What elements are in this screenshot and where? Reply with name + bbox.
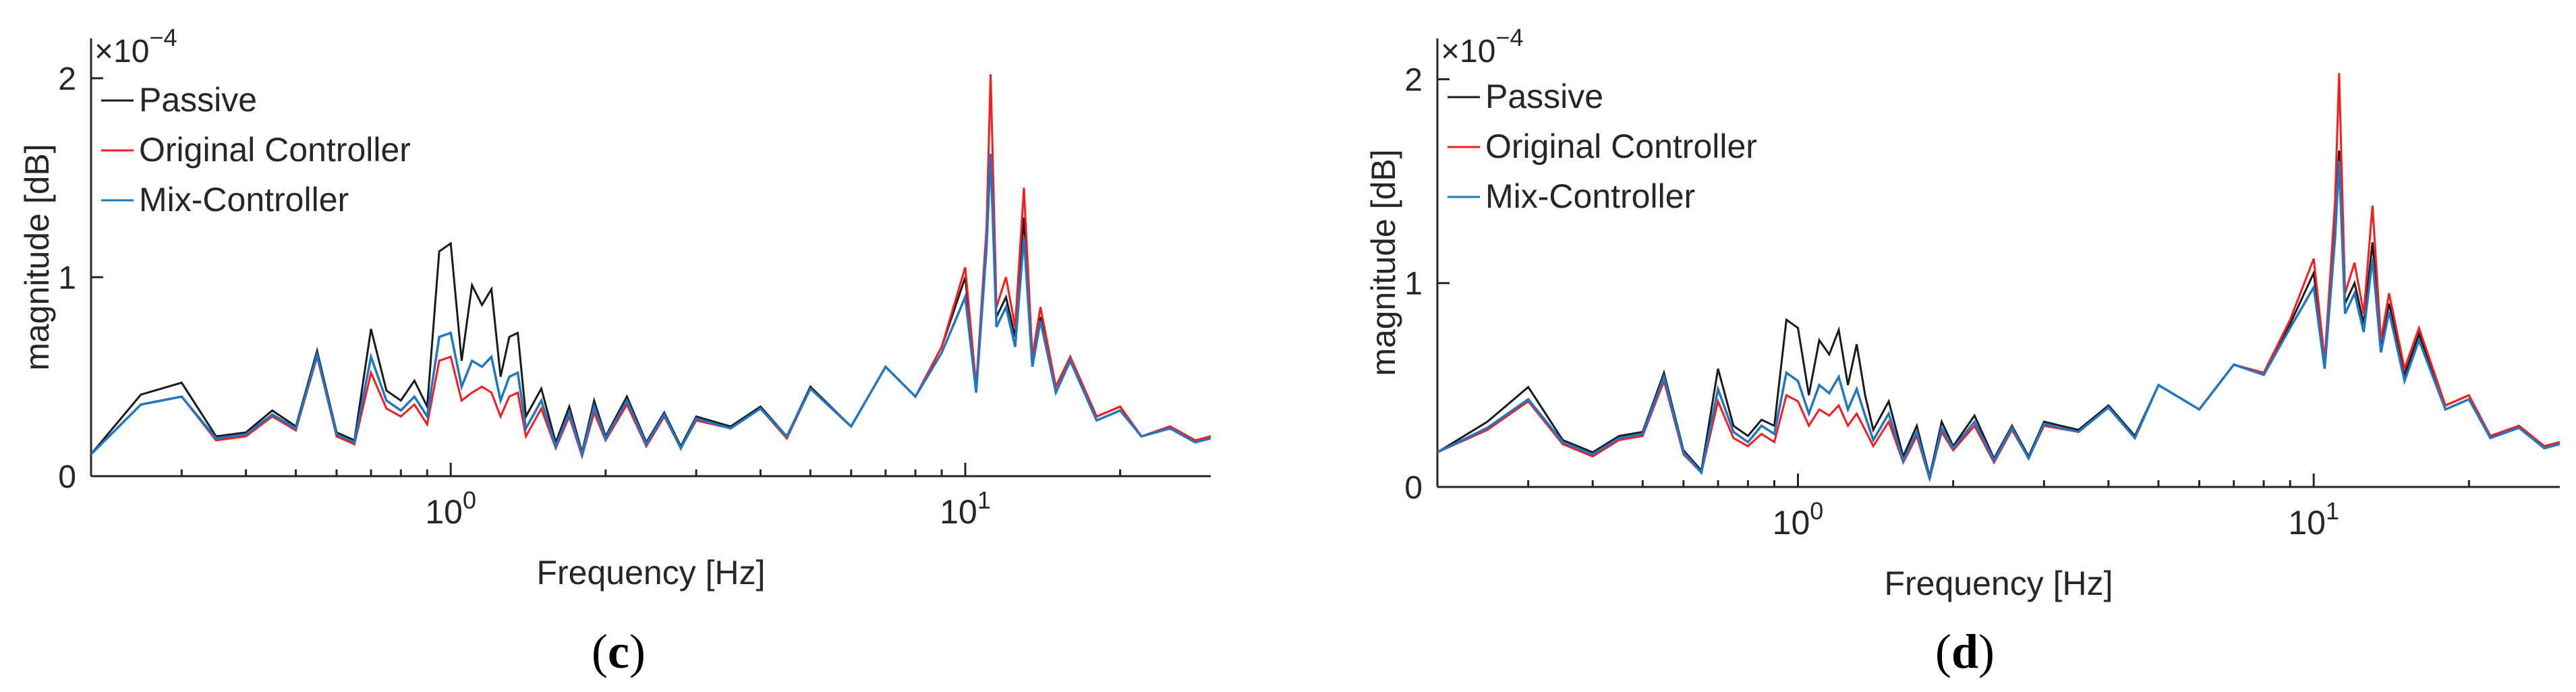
y-tick-label: 0 bbox=[1404, 470, 1423, 506]
x-tick-exponent: 0 bbox=[463, 486, 476, 514]
series-line-original-controller bbox=[91, 74, 1211, 460]
legend: Passive Original Controller Mix-Controller bbox=[1448, 78, 1757, 215]
legend-label: Original Controller bbox=[1485, 127, 1757, 165]
x-tick-exponent: 1 bbox=[977, 486, 991, 514]
legend-label: Original Controller bbox=[139, 131, 411, 169]
x-tick-exponent: 0 bbox=[1810, 497, 1823, 525]
caption-c-letter: c bbox=[608, 625, 629, 679]
y-tick-label: 0 bbox=[58, 459, 76, 495]
x-tick-exponent: 1 bbox=[2326, 497, 2339, 525]
legend-label: Passive bbox=[139, 81, 257, 119]
y-exponent-label: ×10−4 bbox=[94, 24, 177, 69]
series-line-mix-controller bbox=[91, 154, 1211, 459]
x-tick-label: 101 bbox=[2288, 497, 2339, 542]
x-tick-base: 10 bbox=[940, 493, 977, 531]
x-tick-base: 10 bbox=[2288, 504, 2326, 542]
y-axis-label: magnitude [dB] bbox=[18, 144, 56, 370]
series-line-original-controller bbox=[1437, 73, 2560, 483]
legend-label: Passive bbox=[1485, 78, 1603, 115]
x-tick-label: 101 bbox=[940, 486, 991, 531]
y-axis-label: magnitude [dB] bbox=[1365, 149, 1402, 376]
y-exponent-base: ×10 bbox=[94, 34, 149, 69]
y-exponent-power: −4 bbox=[149, 24, 177, 51]
caption-d-letter: d bbox=[1951, 625, 1978, 679]
series-line-passive bbox=[91, 157, 1211, 455]
y-exponent-base: ×10 bbox=[1441, 34, 1495, 69]
y-exponent-power: −4 bbox=[1495, 24, 1523, 51]
series-line-mix-controller bbox=[1437, 161, 2560, 480]
y-tick-label: 2 bbox=[58, 61, 76, 97]
legend-label: Mix-Controller bbox=[1485, 177, 1695, 215]
x-tick-base: 10 bbox=[1773, 504, 1810, 542]
y-exponent-label: ×10−4 bbox=[1441, 24, 1523, 69]
legend-label: Mix-Controller bbox=[139, 181, 349, 219]
x-tick-label: 100 bbox=[425, 486, 476, 531]
caption-c: (c) bbox=[592, 625, 646, 679]
legend: Passive Original Controller Mix-Controller bbox=[101, 81, 411, 219]
y-tick-label: 2 bbox=[1404, 62, 1423, 98]
series-line-passive bbox=[1437, 150, 2560, 478]
x-tick-label: 100 bbox=[1773, 497, 1824, 542]
x-axis-label: Frequency [Hz] bbox=[1884, 565, 2113, 602]
caption-d: (d) bbox=[1935, 625, 1995, 679]
x-tick-base: 10 bbox=[425, 493, 463, 531]
x-axis-label: Frequency [Hz] bbox=[536, 554, 765, 592]
y-tick-label: 1 bbox=[58, 260, 76, 296]
y-tick-label: 1 bbox=[1404, 266, 1423, 302]
